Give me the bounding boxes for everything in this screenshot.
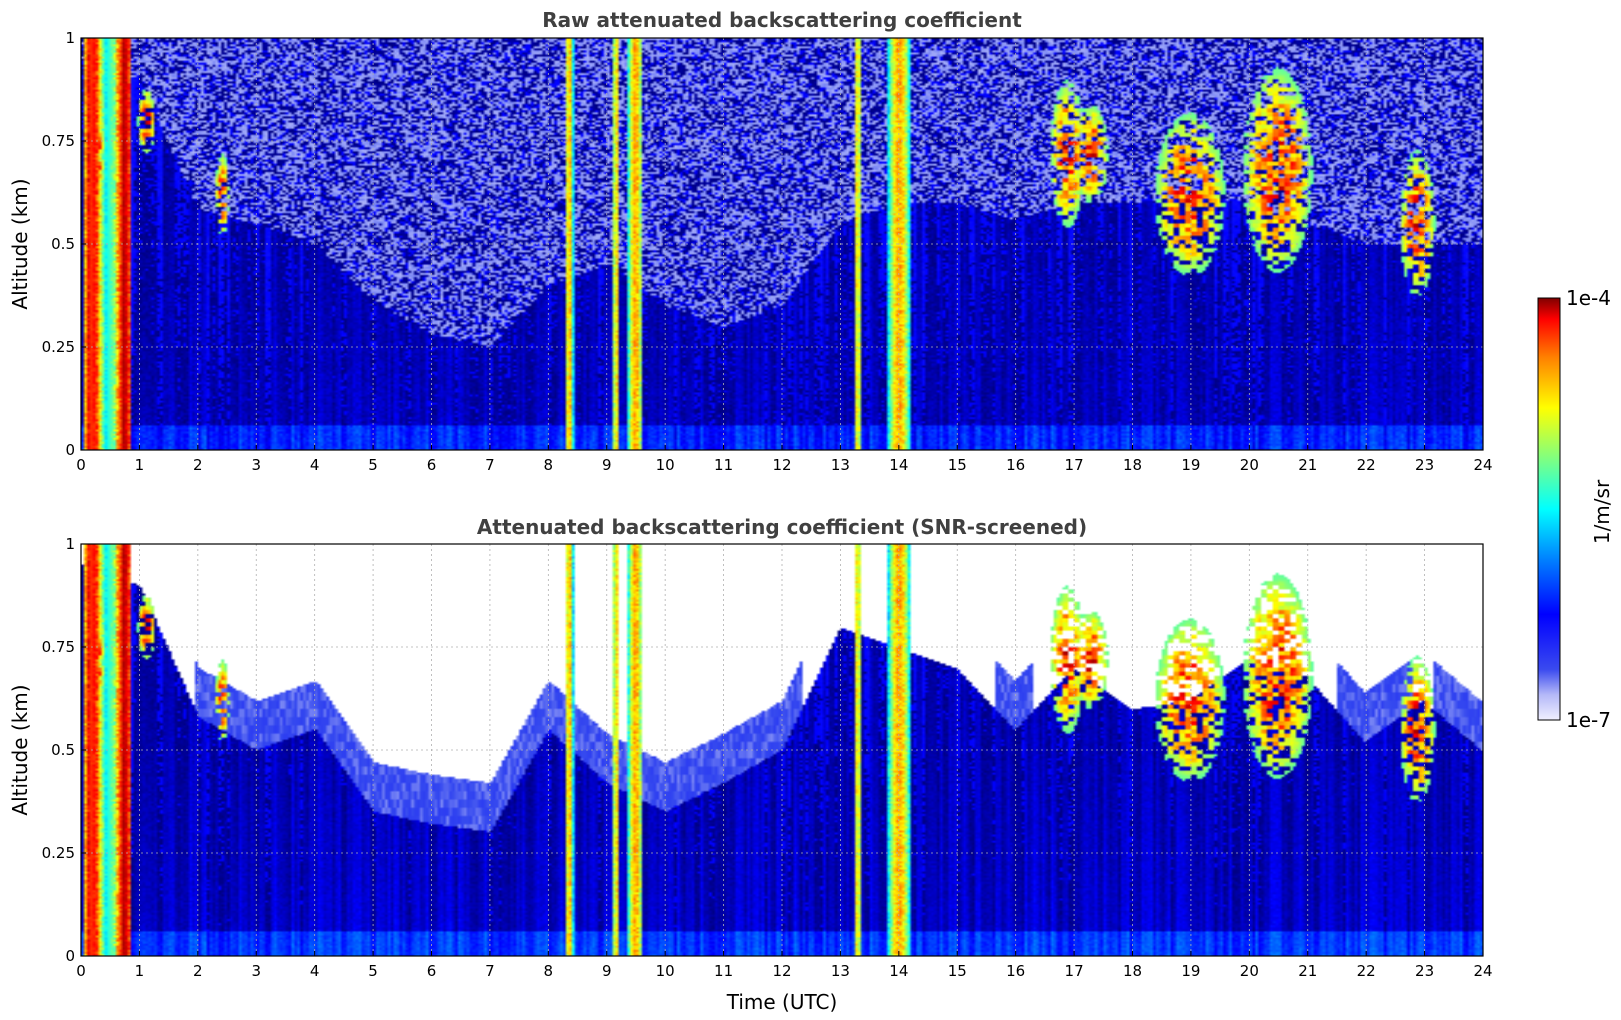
x-tick-label: 13 xyxy=(831,962,850,980)
x-axis-label: Time (UTC) xyxy=(726,990,838,1014)
colorbar-min-label: 1e-7 xyxy=(1566,708,1611,732)
x-tick-label: 24 xyxy=(1473,962,1492,980)
x-ticks: 0 1 2 3 4 5 6 7 8 9 10 11 12 13 14 15 16 17 18 19 20 21 22 23 24 xyxy=(76,445,1493,474)
x-tick-label: 21 xyxy=(1298,962,1317,980)
x-tick-label: 13 xyxy=(831,456,850,474)
colorbar: 1e-4 1e-7 1/m/sr xyxy=(1537,286,1614,732)
y-tick-label: 0.5 xyxy=(51,741,75,759)
x-tick-label: 23 xyxy=(1415,456,1434,474)
x-tick-label: 0 xyxy=(76,962,86,980)
grid-lines xyxy=(81,38,1483,450)
x-tick-label: 17 xyxy=(1065,456,1084,474)
x-tick-label: 6 xyxy=(427,456,437,474)
x-tick-label: 16 xyxy=(1006,456,1025,474)
x-tick-label: 5 xyxy=(368,456,378,474)
colorbar-max-label: 1e-4 xyxy=(1566,286,1611,310)
x-tick-label: 14 xyxy=(889,456,908,474)
chart-panel-raw: Raw attenuated backscattering coefficien… xyxy=(8,8,1493,474)
x-tick-label: 20 xyxy=(1240,456,1259,474)
x-tick-label: 11 xyxy=(714,456,733,474)
y-tick-label: 0 xyxy=(65,947,75,965)
x-tick-label: 10 xyxy=(656,962,675,980)
x-tick-label: 14 xyxy=(889,962,908,980)
y-tick-label: 0.75 xyxy=(42,132,75,150)
y-ticks: 0 0.25 0.5 0.75 1 xyxy=(42,29,86,459)
x-tick-label: 7 xyxy=(485,962,495,980)
x-tick-label: 2 xyxy=(193,962,203,980)
x-tick-label: 0 xyxy=(76,456,86,474)
x-tick-label: 3 xyxy=(251,962,261,980)
x-tick-label: 15 xyxy=(948,962,967,980)
x-tick-label: 10 xyxy=(656,456,675,474)
grid-lines xyxy=(81,544,1483,956)
x-tick-label: 21 xyxy=(1298,456,1317,474)
x-tick-label: 12 xyxy=(772,962,791,980)
x-tick-label: 8 xyxy=(544,962,554,980)
y-tick-label: 0.75 xyxy=(42,638,75,656)
x-tick-label: 18 xyxy=(1123,962,1142,980)
colorbar-gradient xyxy=(1537,297,1561,721)
y-axis-label: Altitude (km) xyxy=(8,178,32,309)
y-tick-label: 1 xyxy=(65,29,75,47)
x-tick-label: 22 xyxy=(1357,962,1376,980)
x-tick-label: 9 xyxy=(602,962,612,980)
x-tick-label: 3 xyxy=(251,456,261,474)
chart-title: Attenuated backscattering coefficient (S… xyxy=(477,515,1087,539)
x-tick-label: 1 xyxy=(135,456,145,474)
y-ticks: 0 0.25 0.5 0.75 1 xyxy=(42,535,86,965)
x-tick-label: 18 xyxy=(1123,456,1142,474)
y-tick-label: 0 xyxy=(65,441,75,459)
x-tick-label: 7 xyxy=(485,456,495,474)
y-tick-label: 0.5 xyxy=(51,235,75,253)
colorbar-unit-label: 1/m/sr xyxy=(1590,479,1614,544)
x-tick-label: 9 xyxy=(602,456,612,474)
x-tick-label: 20 xyxy=(1240,962,1259,980)
x-tick-label: 11 xyxy=(714,962,733,980)
y-axis-label: Altitude (km) xyxy=(8,684,32,815)
x-tick-label: 2 xyxy=(193,456,203,474)
x-tick-label: 4 xyxy=(310,962,320,980)
x-tick-label: 16 xyxy=(1006,962,1025,980)
x-tick-label: 19 xyxy=(1181,456,1200,474)
x-tick-label: 22 xyxy=(1357,456,1376,474)
chart-title: Raw attenuated backscattering coefficien… xyxy=(542,8,1022,32)
x-tick-label: 19 xyxy=(1181,962,1200,980)
x-tick-label: 24 xyxy=(1473,456,1492,474)
x-tick-label: 15 xyxy=(948,456,967,474)
x-tick-label: 6 xyxy=(427,962,437,980)
x-tick-label: 12 xyxy=(772,456,791,474)
x-tick-label: 8 xyxy=(544,456,554,474)
y-tick-label: 1 xyxy=(65,535,75,553)
x-tick-label: 1 xyxy=(135,962,145,980)
y-tick-label: 0.25 xyxy=(42,844,75,862)
chart-panel-screened: Attenuated backscattering coefficient (S… xyxy=(8,515,1493,1014)
x-tick-label: 5 xyxy=(368,962,378,980)
x-tick-label: 17 xyxy=(1065,962,1084,980)
x-ticks: 0 1 2 3 4 5 6 7 8 9 10 11 12 13 14 15 16 17 18 19 20 21 22 23 24 xyxy=(76,951,1493,980)
x-tick-label: 23 xyxy=(1415,962,1434,980)
x-tick-label: 4 xyxy=(310,456,320,474)
y-tick-label: 0.25 xyxy=(42,338,75,356)
